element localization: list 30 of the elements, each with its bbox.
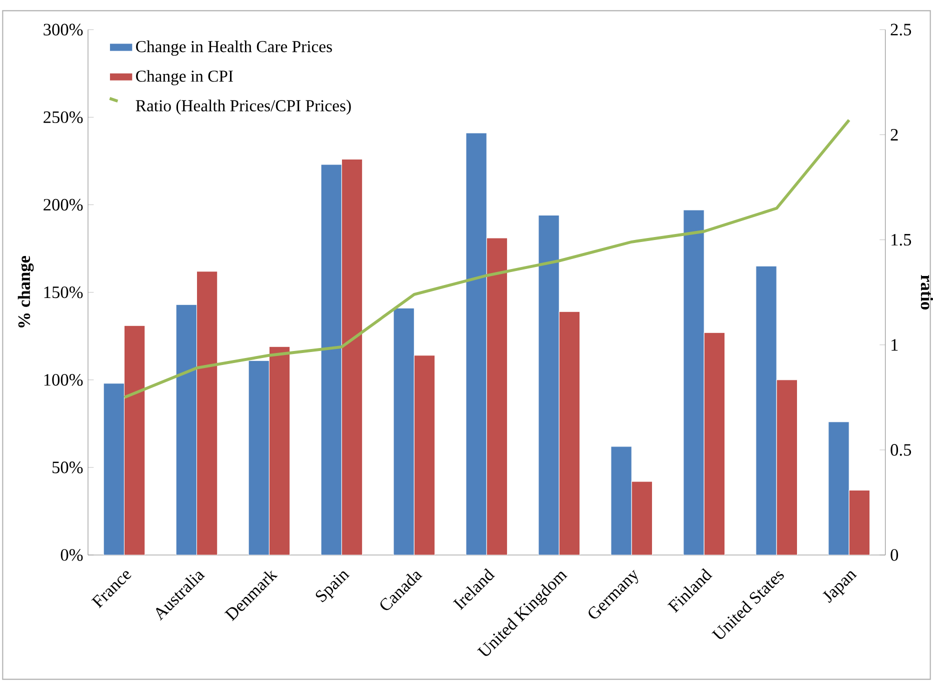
bar — [268, 346, 290, 555]
legend-label: Change in Health Care Prices — [136, 40, 332, 56]
y2-tick-label: 2 — [890, 128, 898, 140]
bar — [486, 238, 508, 555]
y2-tick-label: 0.5 — [890, 444, 912, 456]
bar — [558, 311, 580, 555]
legend-label: Change in CPI — [136, 70, 233, 86]
bar — [704, 332, 726, 555]
y2-tick-label: 0 — [890, 549, 898, 561]
y2-tick-label: 1 — [892, 339, 898, 351]
y-tick-label: 0% — [60, 549, 83, 561]
legend-label: Ratio (Health Prices/CPI Prices) — [136, 100, 351, 115]
bar — [631, 481, 653, 555]
y2-tick-label: 1.5 — [892, 234, 912, 246]
line-series — [122, 118, 851, 399]
y-axis-title: % change — [18, 256, 34, 328]
y-tick-label: 250% — [44, 111, 83, 124]
bar — [196, 271, 218, 555]
bar — [776, 380, 798, 555]
y-tick-label: 200% — [44, 198, 83, 211]
y-tick-label: 50% — [52, 462, 83, 474]
bar — [124, 325, 146, 555]
bar — [414, 355, 436, 555]
bar — [848, 490, 870, 555]
y2-tick-label: 2.5 — [890, 24, 912, 36]
y-tick-label: 100% — [44, 374, 83, 386]
bar — [341, 158, 363, 555]
y-tick-label: 300% — [44, 24, 83, 36]
y-tick-label: 150% — [44, 286, 83, 298]
y2-axis-title: ratio — [920, 274, 933, 310]
